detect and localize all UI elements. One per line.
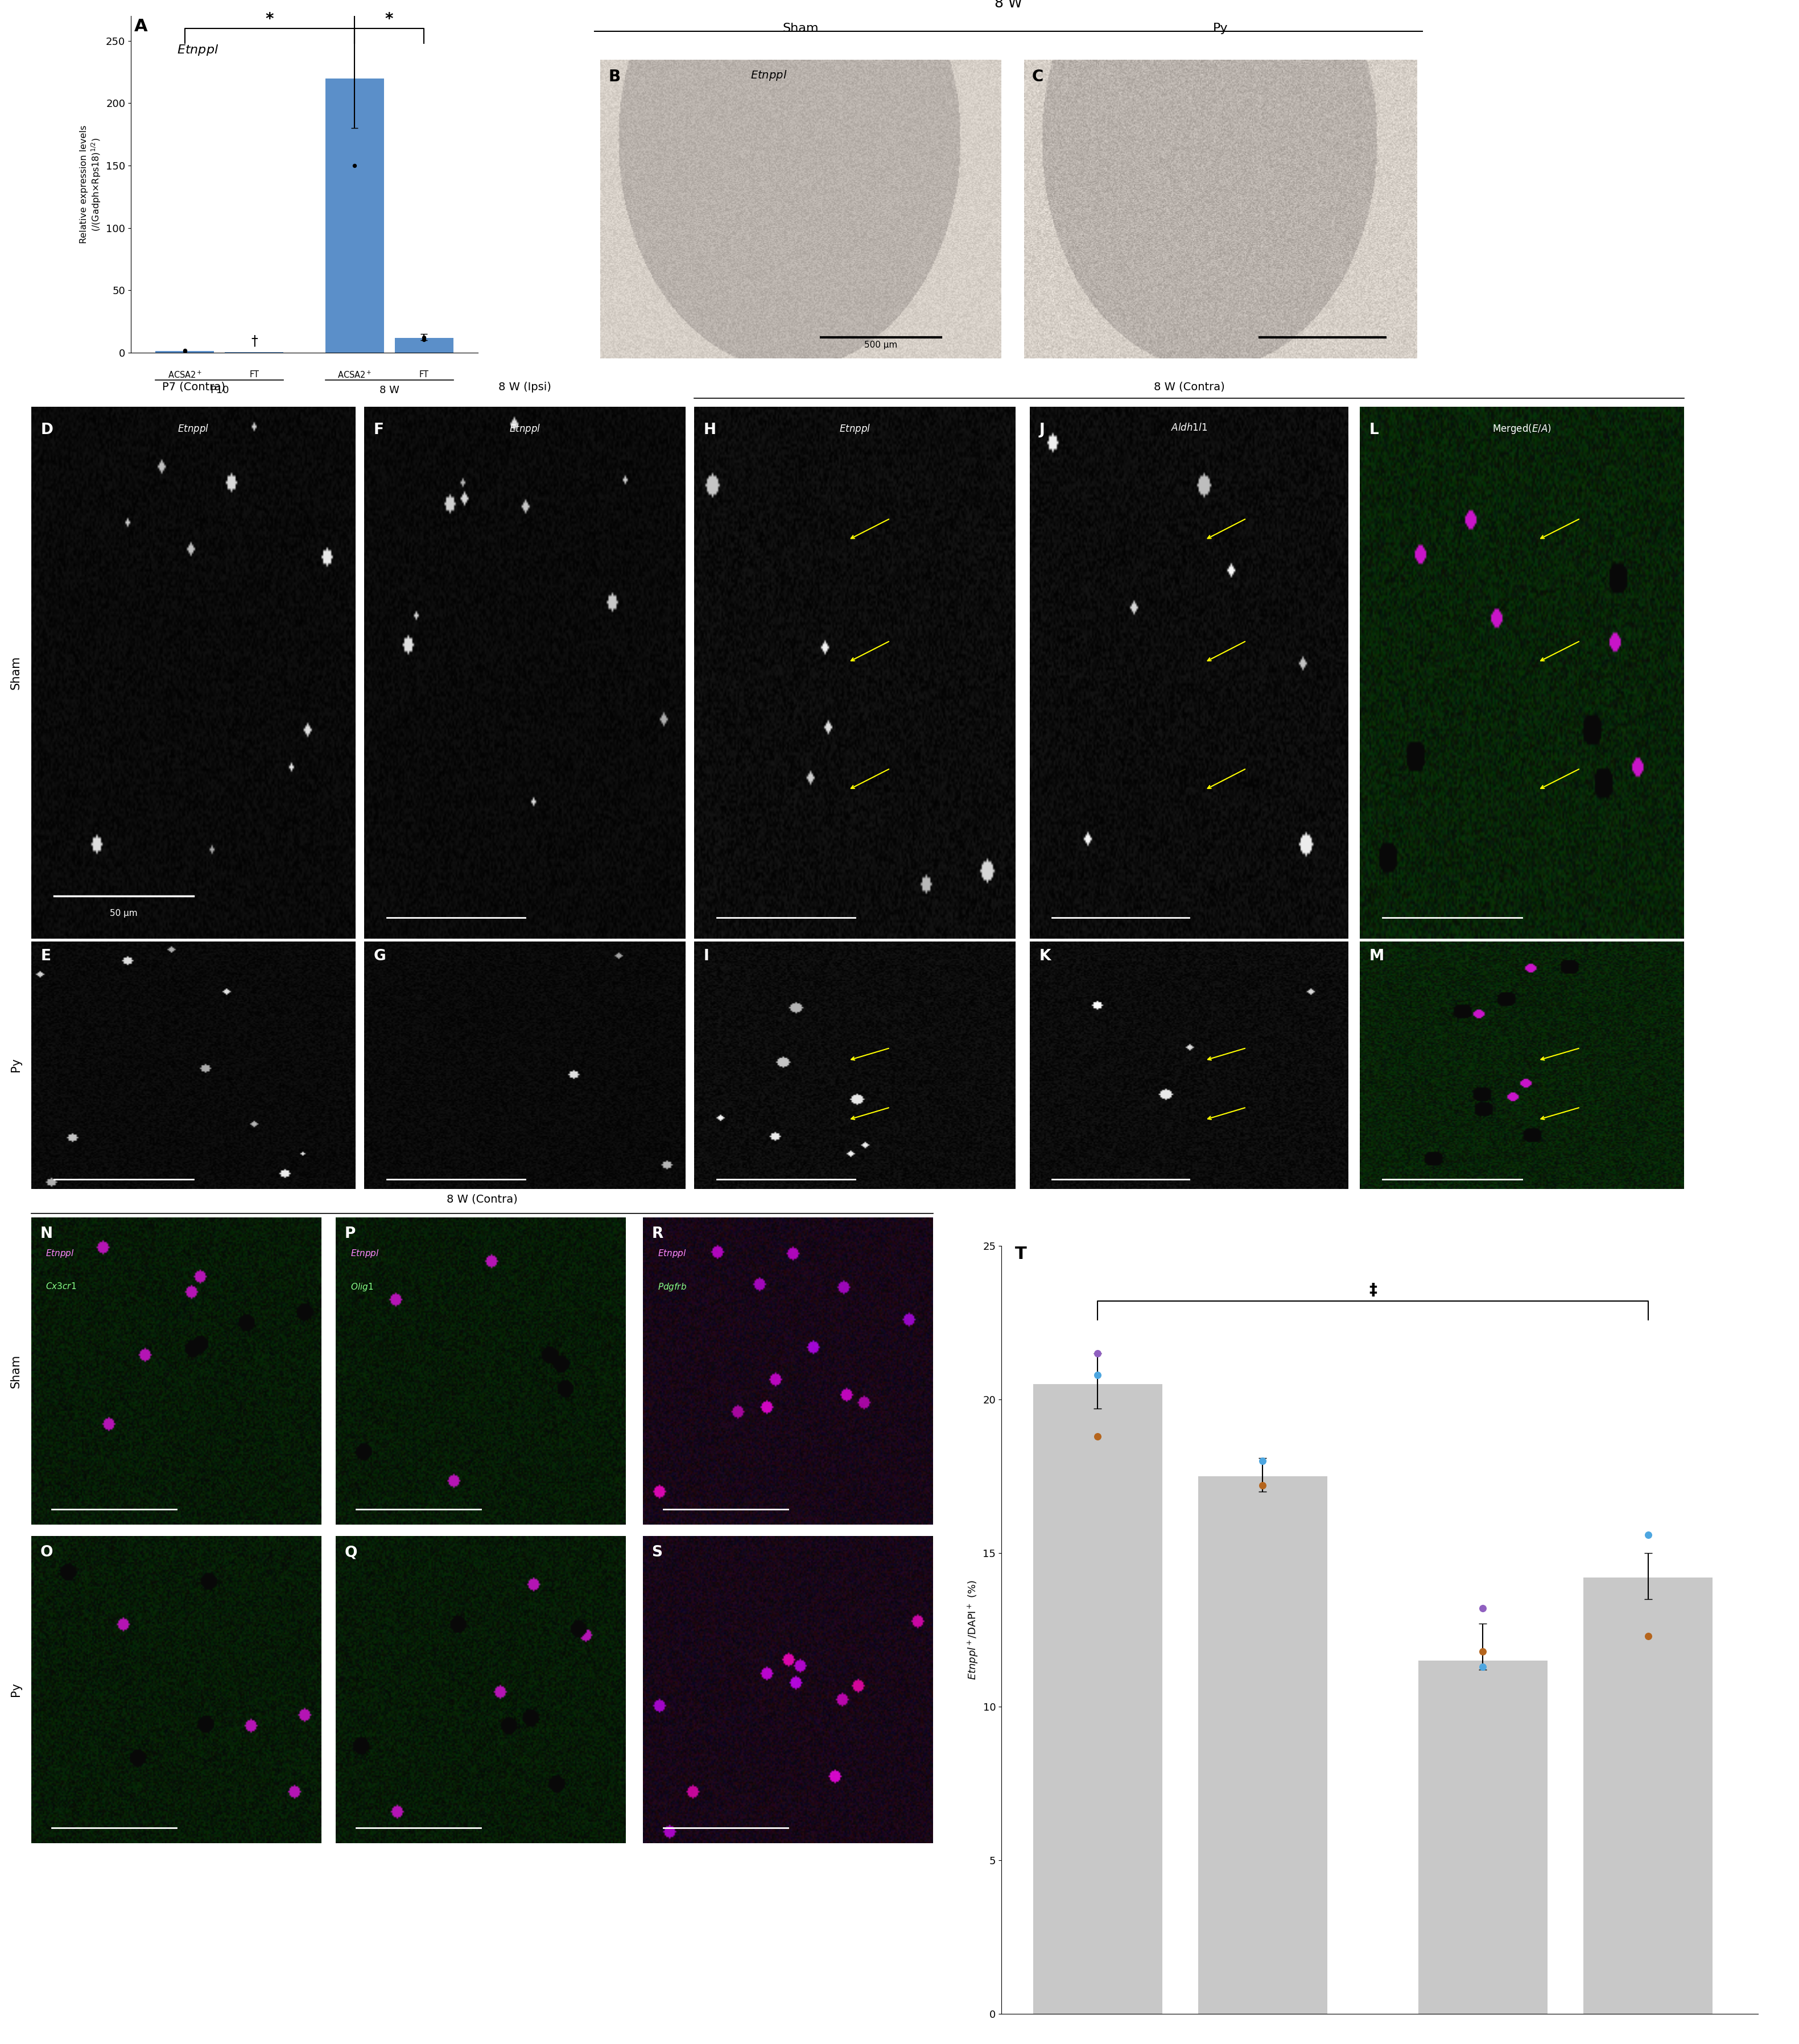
Text: A: A — [133, 18, 148, 35]
Point — [1468, 1650, 1497, 1682]
Text: $\it{Etnppl}$: $\it{Etnppl}$ — [750, 69, 786, 82]
Text: Py: Py — [1213, 22, 1229, 35]
Text: H: H — [703, 423, 716, 437]
Point — [410, 323, 439, 356]
Text: $\it{Etnppl}$: $\it{Etnppl}$ — [178, 423, 209, 435]
Text: 500 µm: 500 µm — [865, 341, 898, 350]
Text: †: † — [250, 333, 257, 347]
Text: J: J — [1040, 423, 1045, 437]
Text: C: C — [1033, 69, 1043, 84]
Text: $\it{Etnppl}$: $\it{Etnppl}$ — [838, 423, 871, 435]
Text: E: E — [41, 948, 50, 963]
Point — [1633, 1519, 1662, 1551]
Y-axis label: Relative expression levels
(/(Gadph×Rps18)$^{1/2}$): Relative expression levels (/(Gadph×Rps1… — [79, 125, 103, 243]
Text: Sham: Sham — [11, 1353, 22, 1388]
Bar — [394, 337, 453, 354]
Bar — [1198, 1476, 1328, 2013]
Text: $\it{Olig1}$: $\it{Olig1}$ — [351, 1282, 372, 1292]
Bar — [326, 78, 383, 354]
Text: 8 W: 8 W — [995, 0, 1022, 10]
Text: Py: Py — [11, 1682, 22, 1697]
Text: ACSA2$^+$: ACSA2$^+$ — [336, 370, 372, 380]
Text: O: O — [40, 1545, 52, 1560]
Text: B: B — [608, 69, 621, 84]
Text: Py: Py — [11, 1059, 22, 1071]
Text: Q: Q — [344, 1545, 358, 1560]
Text: $\it{Etnppl}$: $\it{Etnppl}$ — [351, 1249, 380, 1259]
Point — [1633, 1619, 1662, 1652]
Text: *: * — [266, 10, 273, 27]
Text: 8 W (Contra): 8 W (Contra) — [1153, 382, 1225, 392]
Bar — [1418, 1660, 1547, 2013]
Point — [340, 149, 369, 182]
Text: D: D — [41, 423, 54, 437]
Text: $\it{Etnppl}$: $\it{Etnppl}$ — [657, 1249, 685, 1259]
Bar — [1033, 1384, 1162, 2013]
Text: S: S — [651, 1545, 662, 1560]
Text: P: P — [344, 1226, 356, 1241]
Text: I: I — [703, 948, 709, 963]
Y-axis label: $\it{Etnppl}$$^+$/DAPI$^+$ (%): $\it{Etnppl}$$^+$/DAPI$^+$ (%) — [966, 1580, 980, 1680]
Text: F: F — [374, 423, 383, 437]
Text: L: L — [1369, 423, 1380, 437]
Bar — [1583, 1578, 1713, 2013]
Point — [1083, 1337, 1112, 1369]
Text: R: R — [651, 1226, 664, 1241]
Text: P7 (Contra): P7 (Contra) — [162, 382, 225, 392]
Point — [1249, 1445, 1277, 1478]
Text: 8 W (Contra): 8 W (Contra) — [446, 1194, 518, 1204]
Text: K: K — [1040, 948, 1051, 963]
Text: Merged($\it{E}$/$\it{A}$): Merged($\it{E}$/$\it{A}$) — [1493, 423, 1551, 435]
Text: ACSA2$^+$: ACSA2$^+$ — [167, 370, 201, 380]
Point — [171, 335, 200, 368]
Text: $\it{Pdgfrb}$: $\it{Pdgfrb}$ — [657, 1282, 687, 1292]
Point — [1083, 1359, 1112, 1392]
Point — [1249, 1470, 1277, 1502]
Text: $\it{Etnppl}$: $\it{Etnppl}$ — [45, 1249, 76, 1259]
Text: *: * — [385, 10, 394, 27]
Text: FT: FT — [250, 370, 259, 378]
Text: Sham: Sham — [783, 22, 819, 35]
Text: $\it{Etnppl}$: $\it{Etnppl}$ — [509, 423, 540, 435]
Text: 8 W: 8 W — [380, 384, 399, 394]
Point — [1083, 1421, 1112, 1453]
Text: M: M — [1369, 948, 1385, 963]
Point — [1468, 1592, 1497, 1625]
Text: $\it{Cx3cr1}$: $\it{Cx3cr1}$ — [45, 1282, 77, 1292]
Text: P10: P10 — [210, 384, 228, 394]
Text: FT: FT — [419, 370, 428, 378]
Text: $\it{Aldh1l1}$: $\it{Aldh1l1}$ — [1171, 423, 1207, 433]
Text: 50 µm: 50 µm — [110, 910, 137, 918]
Point — [1468, 1635, 1497, 1668]
Text: T: T — [1015, 1247, 1027, 1263]
Text: ‡: ‡ — [1369, 1282, 1376, 1298]
Text: $\it{Etnppl}$: $\it{Etnppl}$ — [176, 43, 219, 57]
Text: N: N — [40, 1226, 52, 1241]
Text: Sham: Sham — [11, 656, 22, 689]
Text: G: G — [374, 948, 387, 963]
Text: 8 W (Ipsi): 8 W (Ipsi) — [498, 382, 550, 392]
Point — [340, 0, 369, 27]
Point — [410, 321, 439, 354]
Point — [171, 333, 200, 366]
